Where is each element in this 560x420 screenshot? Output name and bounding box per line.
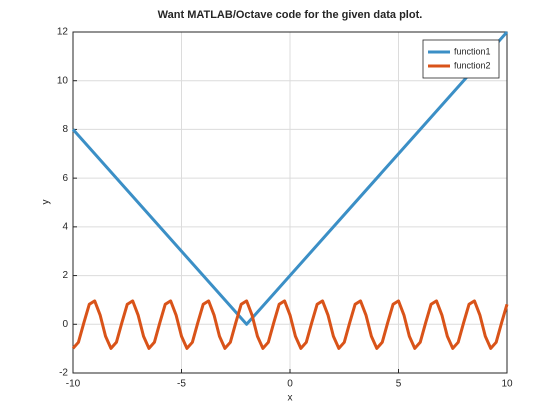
legend-box — [422, 39, 500, 79]
y-tick-label: 10 — [57, 75, 69, 86]
legend-label: function2 — [454, 60, 491, 70]
chart-title: Want MATLAB/Octave code for the given da… — [158, 9, 423, 21]
x-tick-label: -10 — [66, 379, 81, 390]
x-axis-label: x — [288, 393, 293, 404]
x-tick-label: 5 — [396, 379, 402, 390]
x-tick-label: 10 — [501, 379, 513, 390]
x-tick-label: -5 — [177, 379, 186, 390]
y-axis-label: y — [41, 200, 52, 205]
y-tick-label: 0 — [62, 319, 68, 330]
line-series — [71, 31, 509, 326]
y-tick-label: 8 — [62, 124, 68, 135]
y-tick-label: 12 — [57, 27, 69, 38]
line-series — [71, 299, 509, 350]
y-tick-label: -2 — [59, 368, 68, 379]
legend-label: function1 — [454, 46, 491, 56]
y-tick-label: 4 — [62, 221, 68, 232]
plot-frame — [72, 31, 508, 374]
x-tick-label: 0 — [287, 379, 293, 390]
y-tick-label: 6 — [62, 173, 68, 184]
y-tick-label: 2 — [62, 270, 68, 281]
